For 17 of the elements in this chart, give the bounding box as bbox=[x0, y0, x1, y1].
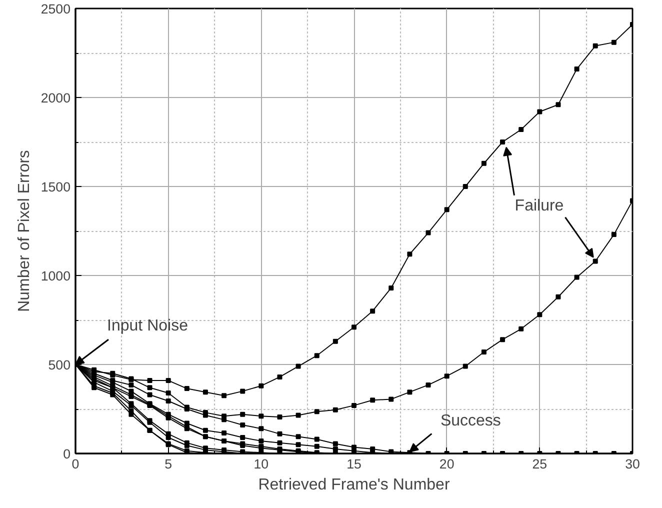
x-tick-label: 20 bbox=[439, 456, 454, 472]
x-axis-title: Retrieved Frame's Number bbox=[258, 476, 450, 494]
y-tick-label: 1000 bbox=[40, 268, 71, 284]
y-tick-label: 500 bbox=[48, 358, 71, 372]
x-tick-label: 15 bbox=[346, 456, 362, 472]
y-tick-label: 2000 bbox=[40, 90, 71, 106]
annotation: Success bbox=[440, 412, 501, 430]
x-tick-label: 10 bbox=[254, 456, 269, 472]
y-axis-title: Number of Pixel Errors bbox=[16, 150, 33, 312]
annotation: Input Noise bbox=[107, 318, 188, 334]
x-tick-label: 5 bbox=[164, 456, 172, 472]
y-tick-label: 1500 bbox=[40, 180, 71, 194]
y-tick-label: 2500 bbox=[40, 2, 71, 16]
y-tick-label: 0 bbox=[63, 446, 71, 462]
annotation: Failure bbox=[514, 197, 564, 214]
x-tick-label: 30 bbox=[625, 456, 640, 472]
x-tick-label: 25 bbox=[532, 456, 548, 472]
